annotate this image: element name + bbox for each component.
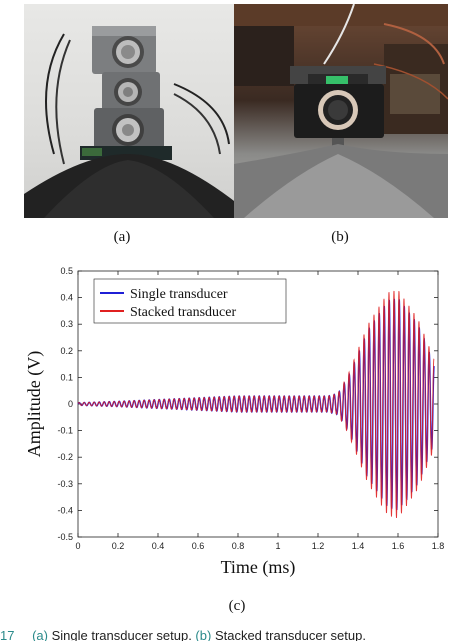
y-tick-label: -0.5 — [57, 532, 73, 542]
caption-a: (a) — [113, 229, 131, 245]
amplitude-time-chart: 0 0.2 0.4 0.6 0.8 1 1.2 1.4 1.6 1.8 -0.5 -0.4 -0.3 -0… — [24, 266, 445, 578]
photo-stacked-transducer-rig — [234, 4, 448, 218]
x-tick-label: 0.8 — [232, 541, 245, 551]
x-tick-label: 1.6 — [392, 541, 405, 551]
y-tick-label: 0.4 — [60, 293, 73, 303]
chart-legend: Single transducer Stacked transducer — [93, 278, 287, 324]
legend-box — [93, 278, 287, 324]
x-axis-title: Time (ms) — [221, 557, 296, 578]
x-tick-label: 1.2 — [312, 541, 325, 551]
y-tick-label: 0.1 — [60, 372, 73, 382]
y-tick-label: 0.3 — [60, 319, 73, 329]
y-tick-label: -0.4 — [57, 505, 73, 515]
caption-b: (b) — [331, 229, 349, 245]
caption-text-a: Single transducer setup. — [51, 628, 196, 641]
caption-text-b: Stacked transducer setup. — [214, 628, 366, 641]
y-axis-title: Amplitude (V) — [24, 351, 45, 457]
y-tick-label: -0.3 — [57, 479, 73, 489]
y-tick-label: 0.2 — [60, 346, 73, 356]
figure-number: 17 — [0, 628, 15, 641]
x-tick-label: 1.4 — [352, 541, 365, 551]
x-tick-label: 0.6 — [192, 541, 205, 551]
x-tick-label: 0.4 — [152, 541, 165, 551]
figure-caption: 17 (a) Single transducer setup. (b) Stac… — [0, 628, 474, 641]
legend-label: Stacked transducer — [130, 305, 236, 320]
caption-c: (c) — [228, 598, 246, 614]
legend-label: Single transducer — [130, 287, 228, 302]
caption-ref-a: (a) — [32, 628, 48, 641]
y-tick-label: -0.2 — [57, 452, 73, 462]
chart-series-group — [77, 290, 435, 518]
photo-single-transducer-rig — [24, 4, 238, 218]
y-tick-label: 0.5 — [60, 266, 73, 276]
series-line-stacked — [77, 290, 435, 518]
y-tick-label: 0 — [68, 399, 73, 409]
y-tick-label: -0.1 — [57, 426, 73, 436]
x-tick-label: 1 — [275, 541, 280, 551]
x-tick-label: 1.8 — [432, 541, 445, 551]
x-tick-label: 0.2 — [112, 541, 125, 551]
x-tick-label: 0 — [75, 541, 80, 551]
caption-ref-b: (b) — [195, 628, 212, 641]
